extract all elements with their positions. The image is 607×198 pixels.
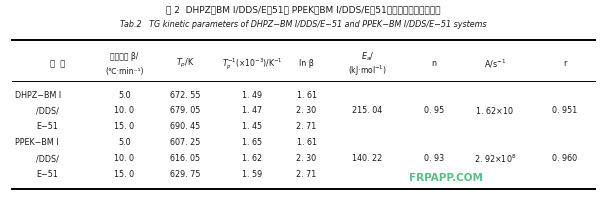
Text: 1. 45: 1. 45: [242, 122, 262, 131]
Text: 15. 0: 15. 0: [114, 170, 135, 179]
Text: (kJ·mol$^{-1}$): (kJ·mol$^{-1}$): [348, 64, 387, 78]
Text: 679. 05: 679. 05: [170, 106, 200, 115]
Text: PPEK−BM I: PPEK−BM I: [15, 138, 59, 148]
Text: E−51: E−51: [36, 170, 58, 179]
Text: FRPAPP.COM: FRPAPP.COM: [409, 173, 483, 183]
Text: DHPZ−BM I: DHPZ−BM I: [15, 90, 61, 100]
Text: 2. 92×10$^{8}$: 2. 92×10$^{8}$: [473, 153, 516, 165]
Text: 2. 71: 2. 71: [296, 122, 317, 131]
Text: 607. 25: 607. 25: [170, 138, 200, 148]
Text: /DDS/: /DDS/: [36, 106, 59, 115]
Text: 1. 61: 1. 61: [297, 138, 316, 148]
Text: 15. 0: 15. 0: [114, 122, 135, 131]
Text: 215. 04: 215. 04: [352, 106, 382, 115]
Text: 0. 951: 0. 951: [552, 106, 577, 115]
Text: 629. 75: 629. 75: [170, 170, 200, 179]
Text: n: n: [432, 59, 436, 68]
Text: 0. 93: 0. 93: [424, 154, 444, 163]
Text: A/s$^{-1}$: A/s$^{-1}$: [484, 58, 506, 70]
Text: 2. 30: 2. 30: [296, 154, 317, 163]
Text: 5.0: 5.0: [118, 138, 131, 148]
Text: 690. 45: 690. 45: [170, 122, 200, 131]
Text: 10. 0: 10. 0: [115, 154, 134, 163]
Text: $T_p^{-1}$(×10$^{-3}$)/K$^{-1}$: $T_p^{-1}$(×10$^{-3}$)/K$^{-1}$: [222, 56, 282, 72]
Text: 表 2  DHPZ－BM I/DDS/E－51和 PPEK－BM I/DDS/E－51体系热分解动力学参数: 表 2 DHPZ－BM I/DDS/E－51和 PPEK－BM I/DDS/E－…: [166, 5, 441, 14]
Text: 0. 960: 0. 960: [552, 154, 577, 163]
Text: 体  系: 体 系: [50, 59, 66, 68]
Text: (℃·min⁻¹): (℃·min⁻¹): [105, 67, 144, 76]
Text: 1. 47: 1. 47: [242, 106, 262, 115]
Text: E−51: E−51: [36, 122, 58, 131]
Text: 5.0: 5.0: [118, 90, 131, 100]
Text: 1. 59: 1. 59: [242, 170, 262, 179]
Text: 672. 55: 672. 55: [170, 90, 200, 100]
Text: Tab.2   TG kinetic parameters of DHPZ−BM I/DDS/E−51 and PPEK−BM I/DDS/E−51 syste: Tab.2 TG kinetic parameters of DHPZ−BM I…: [120, 20, 487, 29]
Text: 2. 30: 2. 30: [296, 106, 317, 115]
Text: 2. 71: 2. 71: [296, 170, 317, 179]
Text: 616. 05: 616. 05: [170, 154, 200, 163]
Text: r: r: [563, 59, 566, 68]
Text: ln β: ln β: [299, 59, 314, 68]
Text: 1. 65: 1. 65: [242, 138, 262, 148]
Text: $T_p$/K: $T_p$/K: [176, 57, 194, 70]
Text: 10. 0: 10. 0: [115, 106, 134, 115]
Text: 0. 95: 0. 95: [424, 106, 444, 115]
Text: 1. 62×10$^{}$: 1. 62×10$^{}$: [475, 105, 514, 116]
Text: 1. 49: 1. 49: [242, 90, 262, 100]
Text: 1. 61: 1. 61: [297, 90, 316, 100]
Text: 1. 62: 1. 62: [242, 154, 262, 163]
Text: $E_a$/: $E_a$/: [361, 50, 374, 63]
Text: 升温速率 β/: 升温速率 β/: [110, 52, 138, 61]
Text: /DDS/: /DDS/: [36, 154, 59, 163]
Text: 140. 22: 140. 22: [352, 154, 382, 163]
